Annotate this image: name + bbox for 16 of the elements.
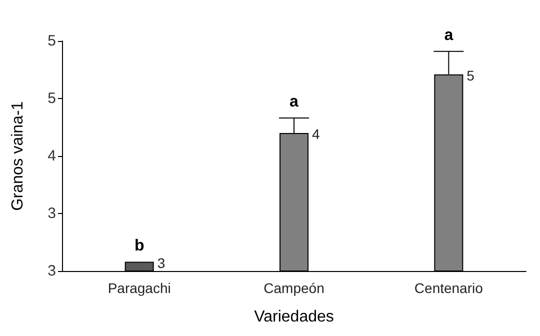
x-tick-label: Paragachi	[108, 280, 171, 296]
annotation: b	[134, 237, 144, 254]
x-tick-label: Centenario	[414, 280, 484, 296]
annotation: a	[444, 26, 454, 44]
y-tick-label: 5	[48, 90, 56, 107]
x-tick-label: Campeón	[264, 280, 324, 296]
data-label: 5	[466, 67, 475, 84]
x-axis-title: Variedades	[254, 308, 334, 326]
y-tick-label: 3	[48, 205, 56, 222]
y-tick-label: 4	[48, 148, 56, 164]
data-label: 3	[157, 254, 166, 271]
data-label: 4	[312, 126, 320, 142]
y-axis-title: Granos vaina-1	[10, 101, 26, 211]
y-tick-label: 5	[48, 32, 56, 50]
y-tick-label: 3	[48, 262, 56, 280]
annotation: a	[290, 94, 299, 111]
